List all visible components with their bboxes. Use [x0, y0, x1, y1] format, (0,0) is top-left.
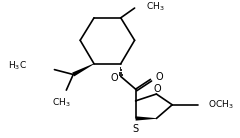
Text: OCH$_3$: OCH$_3$ — [208, 99, 234, 111]
Polygon shape — [136, 116, 156, 121]
Text: H$_3$C: H$_3$C — [8, 59, 27, 72]
Text: O: O — [111, 73, 119, 83]
Text: O: O — [155, 72, 163, 82]
Polygon shape — [72, 63, 94, 76]
Text: CH$_3$: CH$_3$ — [52, 97, 71, 109]
Text: S: S — [132, 124, 139, 134]
Text: O: O — [154, 84, 161, 94]
Text: CH$_3$: CH$_3$ — [146, 1, 165, 13]
